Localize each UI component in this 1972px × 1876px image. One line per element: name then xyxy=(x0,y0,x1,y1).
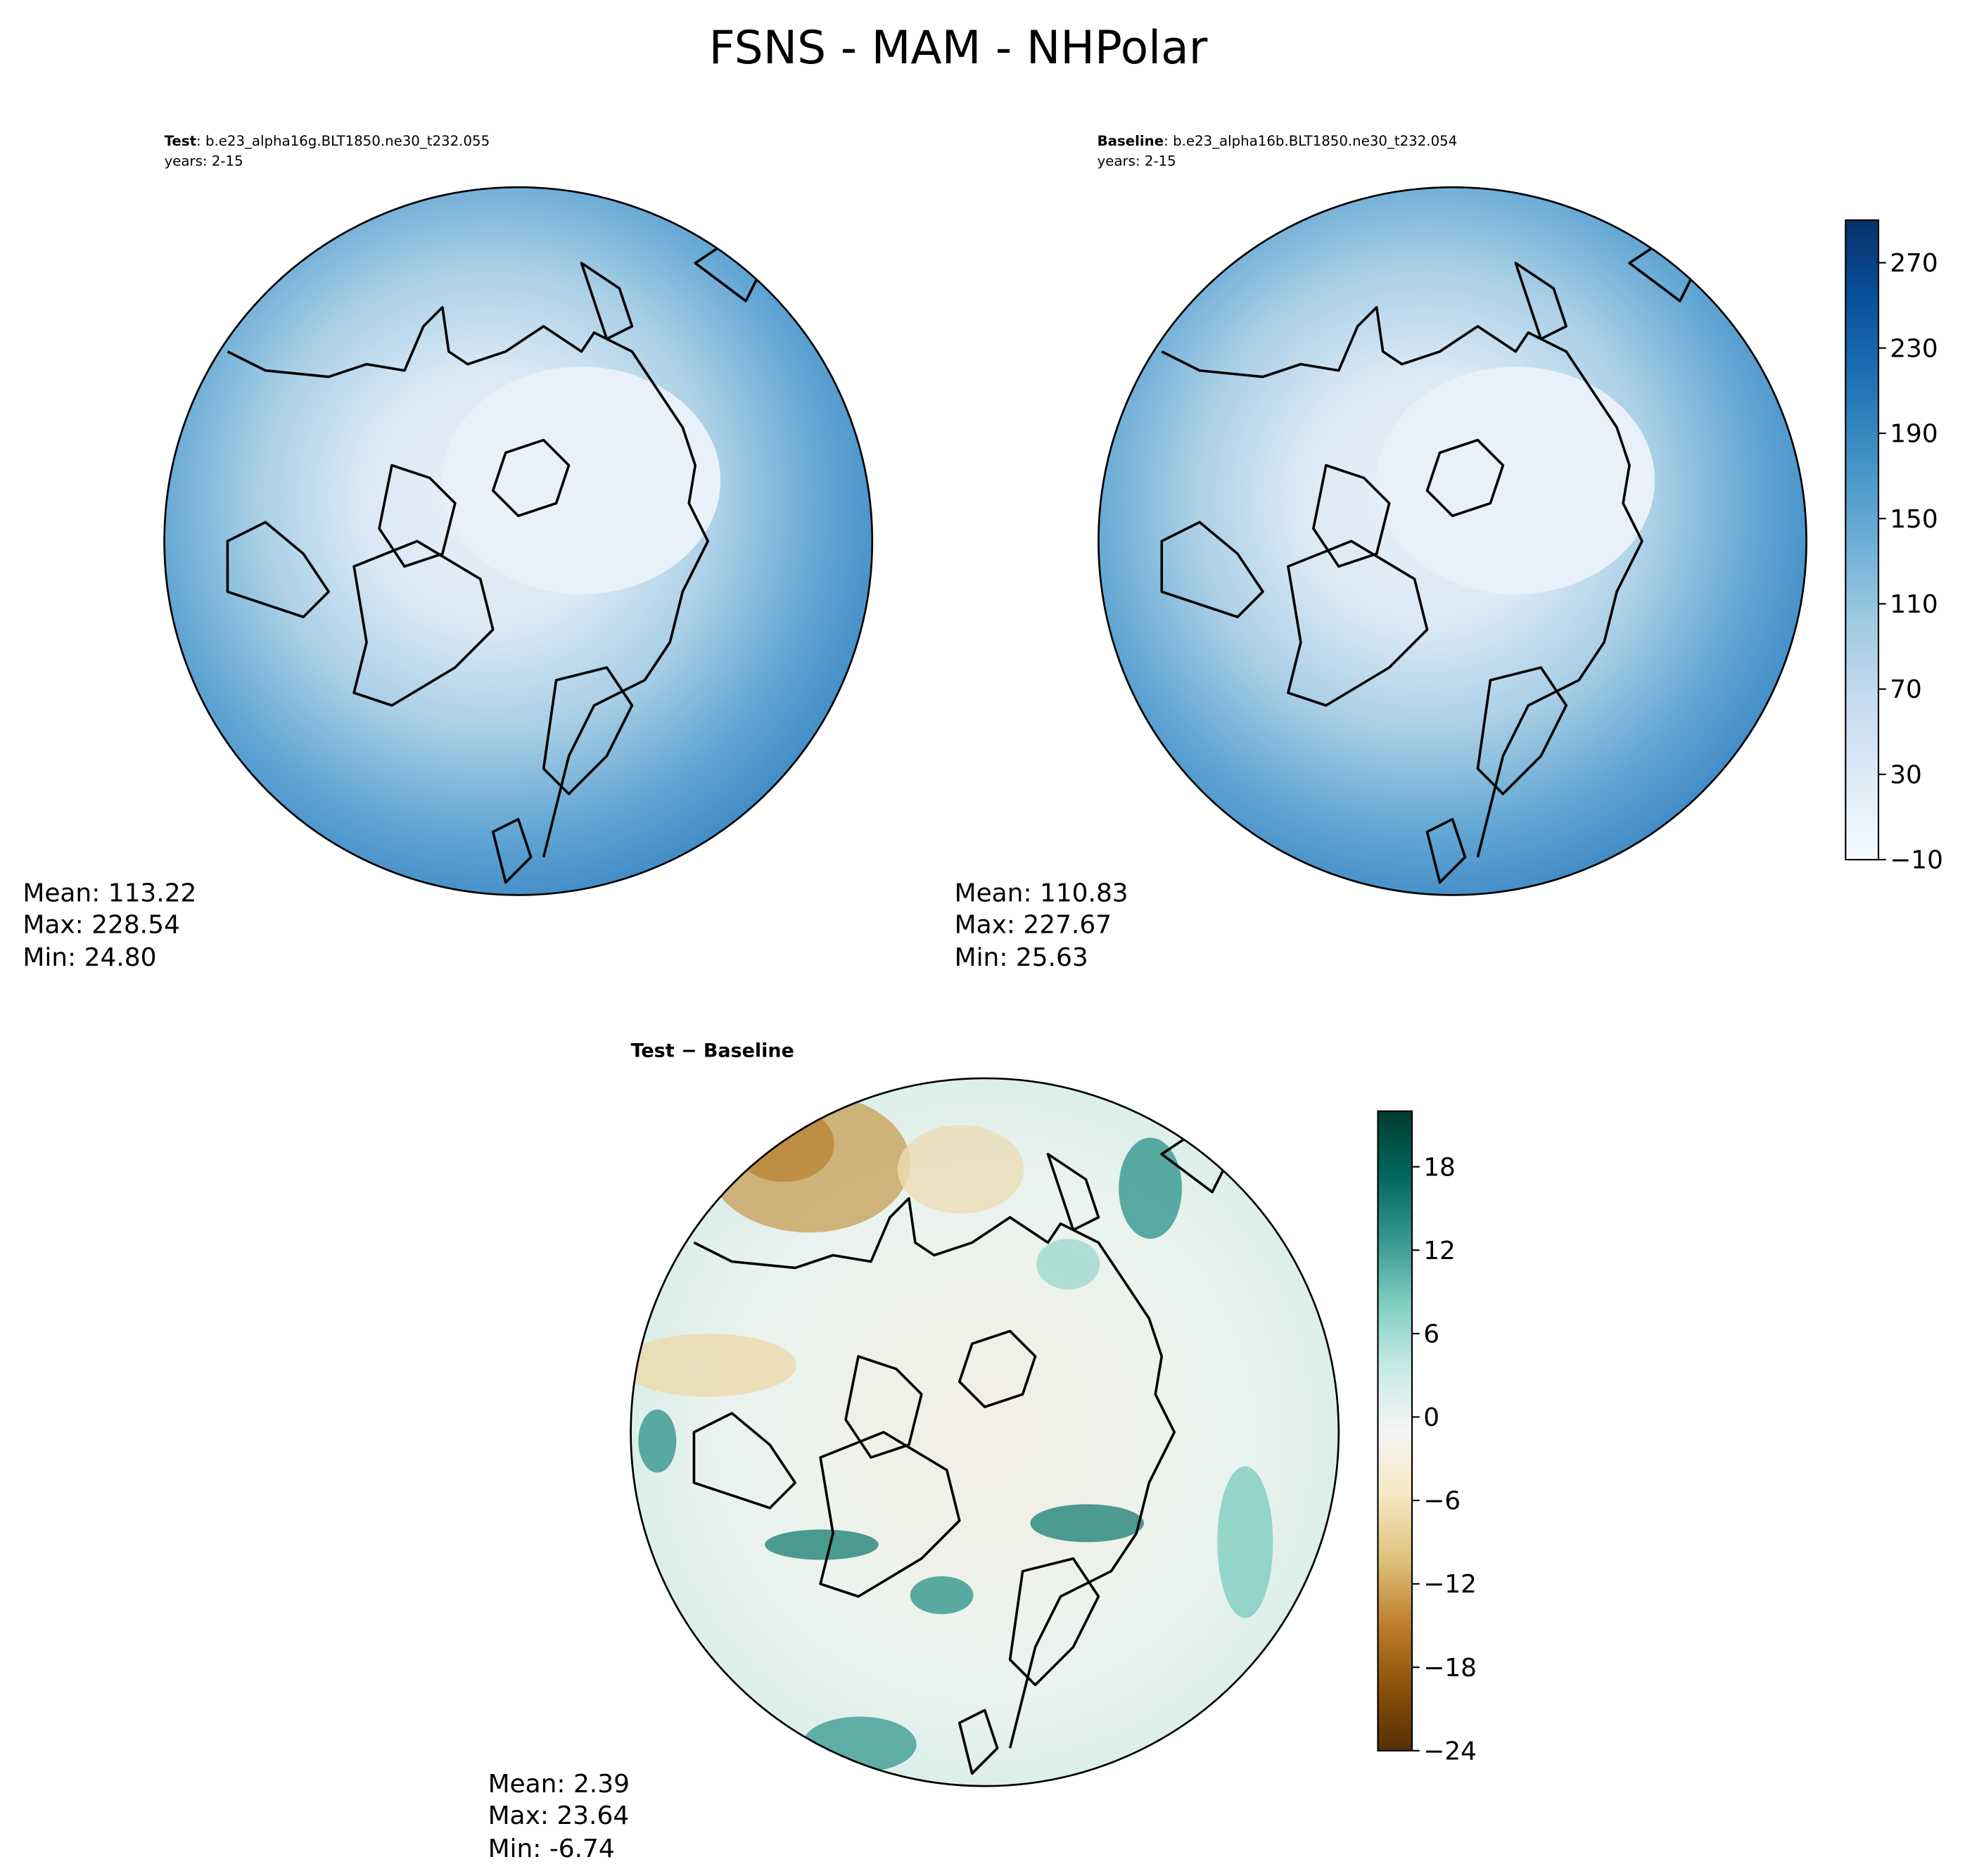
colorbar-tick-label: 230 xyxy=(1890,334,1938,363)
stat: Min: 25.63 xyxy=(955,943,1088,972)
stat: Min: 24.80 xyxy=(23,943,156,972)
map-border xyxy=(630,1077,1340,1787)
colorbar-tick-label: −18 xyxy=(1423,1654,1477,1683)
colorbar-tick-label: −24 xyxy=(1423,1737,1477,1766)
map-border xyxy=(1098,186,1807,896)
map xyxy=(164,187,872,895)
stat: Mean: 2.39 xyxy=(488,1770,630,1799)
colorbar xyxy=(1845,219,1880,861)
colorbar-tick-label: 30 xyxy=(1890,760,1922,789)
colorbar-tick-label: 270 xyxy=(1890,249,1938,278)
colorbar-tick-label: 110 xyxy=(1890,590,1938,619)
panel-header: Baseline: b.e23_alpha16b.BLT1850.ne30_t2… xyxy=(1098,133,1458,149)
map xyxy=(630,1078,1339,1787)
colorbar-tick-label: 12 xyxy=(1423,1237,1456,1265)
stat: Max: 228.54 xyxy=(23,910,179,939)
figure-title: FSNS - MAM - NHPolar xyxy=(709,22,1208,75)
panel-label: Test − Baseline xyxy=(631,1040,794,1061)
colorbar-tick-label: −6 xyxy=(1423,1487,1461,1516)
stat: Mean: 110.83 xyxy=(955,879,1128,907)
panel-label: Baseline xyxy=(1098,133,1164,149)
stat: Max: 23.64 xyxy=(488,1801,630,1830)
panel-years: years: 2-15 xyxy=(1098,153,1176,170)
panel-case: : b.e23_alpha16g.BLT1850.ne30_t232.055 xyxy=(196,133,490,149)
colorbar xyxy=(1377,1110,1413,1751)
colorbar-tick-label: 70 xyxy=(1890,675,1922,704)
colorbar-tick-label: −10 xyxy=(1890,846,1943,875)
map xyxy=(1098,187,1807,895)
map-border xyxy=(163,186,874,896)
colorbar-tick-label: 0 xyxy=(1423,1403,1439,1432)
panel-header: Test: b.e23_alpha16g.BLT1850.ne30_t232.0… xyxy=(165,133,490,149)
colorbar-tick-label: 6 xyxy=(1423,1320,1439,1348)
colorbar-tick-label: 190 xyxy=(1890,420,1938,449)
stat: Max: 227.67 xyxy=(955,910,1112,939)
panel-years: years: 2-15 xyxy=(165,153,243,170)
colorbar-tick-label: −12 xyxy=(1423,1570,1477,1599)
colorbar-tick-label: 18 xyxy=(1423,1153,1456,1182)
stat: Min: -6.74 xyxy=(488,1834,615,1863)
colorbar-tick-label: 150 xyxy=(1890,505,1938,534)
stat: Mean: 113.22 xyxy=(23,879,196,907)
panel-label: Test xyxy=(165,133,196,149)
panel-case: : b.e23_alpha16b.BLT1850.ne30_t232.054 xyxy=(1164,133,1457,149)
